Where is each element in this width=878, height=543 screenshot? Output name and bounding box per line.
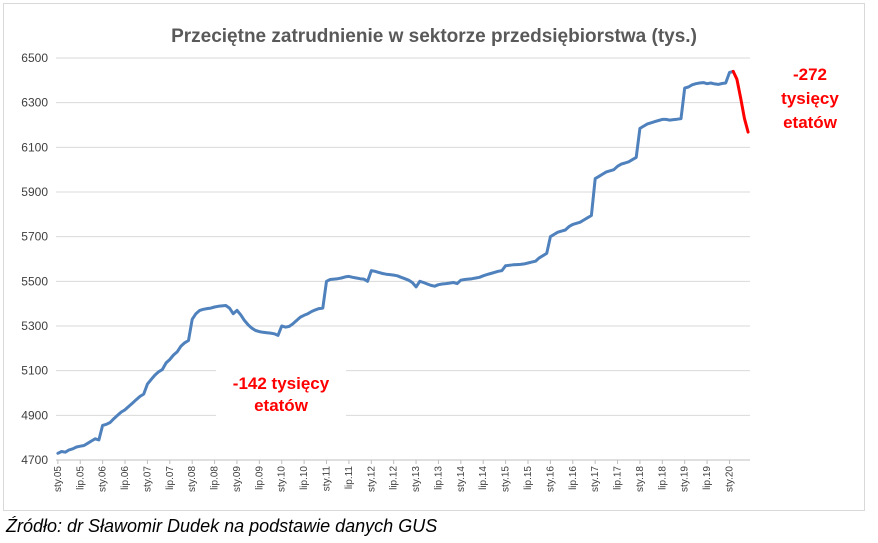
series-layer	[56, 69, 750, 455]
x-tick-label: sty.19	[680, 466, 691, 492]
x-tick-label: sty.08	[187, 466, 198, 492]
series-line-employment	[56, 69, 735, 455]
x-tick-label: lip.05	[75, 466, 86, 490]
x-tick-label: sty.10	[277, 466, 288, 492]
x-tick-label: sty.15	[501, 466, 512, 492]
x-tick-label: lip.13	[433, 466, 444, 490]
y-tick-label: 5300	[21, 319, 48, 333]
y-tick-label: 5100	[21, 364, 48, 378]
annotation-2009-line-1: etatów	[254, 396, 309, 415]
chart-svg: Przeciętne zatrudnienie w sektorze przed…	[21, 26, 864, 492]
chart-frame: Przeciętne zatrudnienie w sektorze przed…	[3, 3, 865, 511]
x-tick-label: lip.18	[657, 466, 668, 490]
x-tick-label: lip.16	[568, 466, 579, 490]
x-tick-label: lip.15	[523, 466, 534, 490]
y-tick-label: 6100	[21, 140, 48, 154]
x-tick-label: sty.11	[322, 466, 333, 492]
x-tick-label: sty.05	[53, 466, 64, 492]
grid-layer: 4700 4900 5100 5300 5500 5700 5900 6100 6300 6500	[21, 51, 750, 467]
x-tick-label: lip.07	[165, 466, 176, 490]
annotation-2020-line-1: tysięcy	[781, 89, 839, 108]
x-tick-label: lip.17	[613, 466, 624, 490]
chart-title: Przeciętne zatrudnienie w sektorze przed…	[171, 26, 697, 47]
y-tick-label: 4900	[21, 408, 48, 422]
x-tick-label: sty.14	[456, 466, 467, 492]
annotation-box-2020	[757, 56, 864, 142]
x-tick-label: sty.16	[545, 466, 556, 492]
x-tick-label: lip.11	[344, 466, 355, 490]
y-tick-label: 6500	[21, 51, 48, 65]
y-tick-label: 4700	[21, 453, 48, 467]
x-tick-label: sty.20	[724, 466, 735, 492]
y-tick-label: 5700	[21, 230, 48, 244]
x-tick-label: sty.12	[366, 466, 377, 492]
x-tick-label: lip.06	[120, 466, 131, 490]
annotation-2009-line-0: -142 tysięcy	[233, 374, 330, 393]
x-tick-label: sty.06	[98, 466, 109, 492]
y-tick-label: 5500	[21, 274, 48, 288]
x-tick-label: lip.14	[478, 466, 489, 490]
annotation-box-2009	[216, 366, 346, 420]
x-tick-label: lip.08	[210, 466, 221, 490]
x-tick-label: sty.07	[142, 466, 153, 492]
annotation-2020-line-0: -272	[793, 65, 827, 84]
x-tick-label: lip.10	[299, 466, 310, 490]
source-caption: Źródło: dr Sławomir Dudek na podstawie d…	[6, 516, 438, 536]
x-tick-label: sty.13	[411, 466, 422, 492]
x-tick-label: sty.09	[232, 466, 243, 492]
x-tick-label: lip.09	[254, 466, 265, 490]
x-tick-label: sty.18	[635, 466, 646, 492]
x-tick-label: lip.12	[389, 466, 400, 490]
series-line-2020-drop	[731, 69, 750, 134]
x-tick-label: lip.19	[702, 466, 713, 490]
axis-layer: sty.05 lip.05 sty.06 lip.06 sty.07 lip.07 sty.…	[53, 459, 750, 492]
y-tick-label: 6300	[21, 96, 48, 110]
y-tick-label: 5900	[21, 185, 48, 199]
annotation-layer: -142 tysięcy etatów -272 tysięcy etatów	[216, 56, 864, 420]
x-tick-label: sty.17	[590, 466, 601, 492]
annotation-2020-line-2: etatów	[783, 113, 838, 132]
